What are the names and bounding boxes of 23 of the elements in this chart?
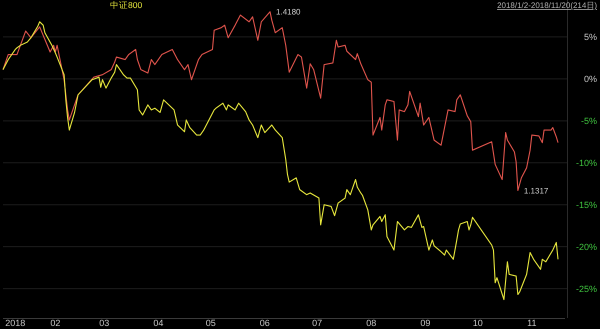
x-tick-label: 07 (312, 318, 322, 328)
x-tick-label: 09 (420, 318, 430, 328)
y-tick-label: -20% (576, 242, 597, 252)
line-series (2, 21, 559, 300)
x-tick-label: 11 (527, 318, 537, 328)
x-tick-label: 10 (472, 318, 483, 328)
x-tick-label: 05 (206, 318, 216, 328)
x-tick-label: 06 (260, 318, 270, 328)
y-tick-label: 0% (584, 74, 597, 84)
annotation: 2018/1/2-2018/11/20(214日) (497, 1, 598, 10)
x-tick-label: 08 (366, 318, 376, 328)
x-tick-label: 2018 (5, 318, 26, 328)
text: 中证800 (110, 0, 142, 10)
y-tick-label: 5% (584, 32, 597, 42)
x-tick-label: 02 (50, 318, 60, 328)
y-tick-label: -10% (576, 158, 597, 168)
annotation: 1.4180 (276, 8, 302, 17)
y-tick-label: -5% (580, 116, 597, 126)
annotation: 1.1317 (524, 186, 549, 196)
y-tick-label: -25% (576, 284, 597, 294)
y-tick-label: -15% (576, 200, 597, 210)
x-tick-label: 04 (153, 318, 164, 328)
x-tick-label: 03 (99, 318, 110, 328)
